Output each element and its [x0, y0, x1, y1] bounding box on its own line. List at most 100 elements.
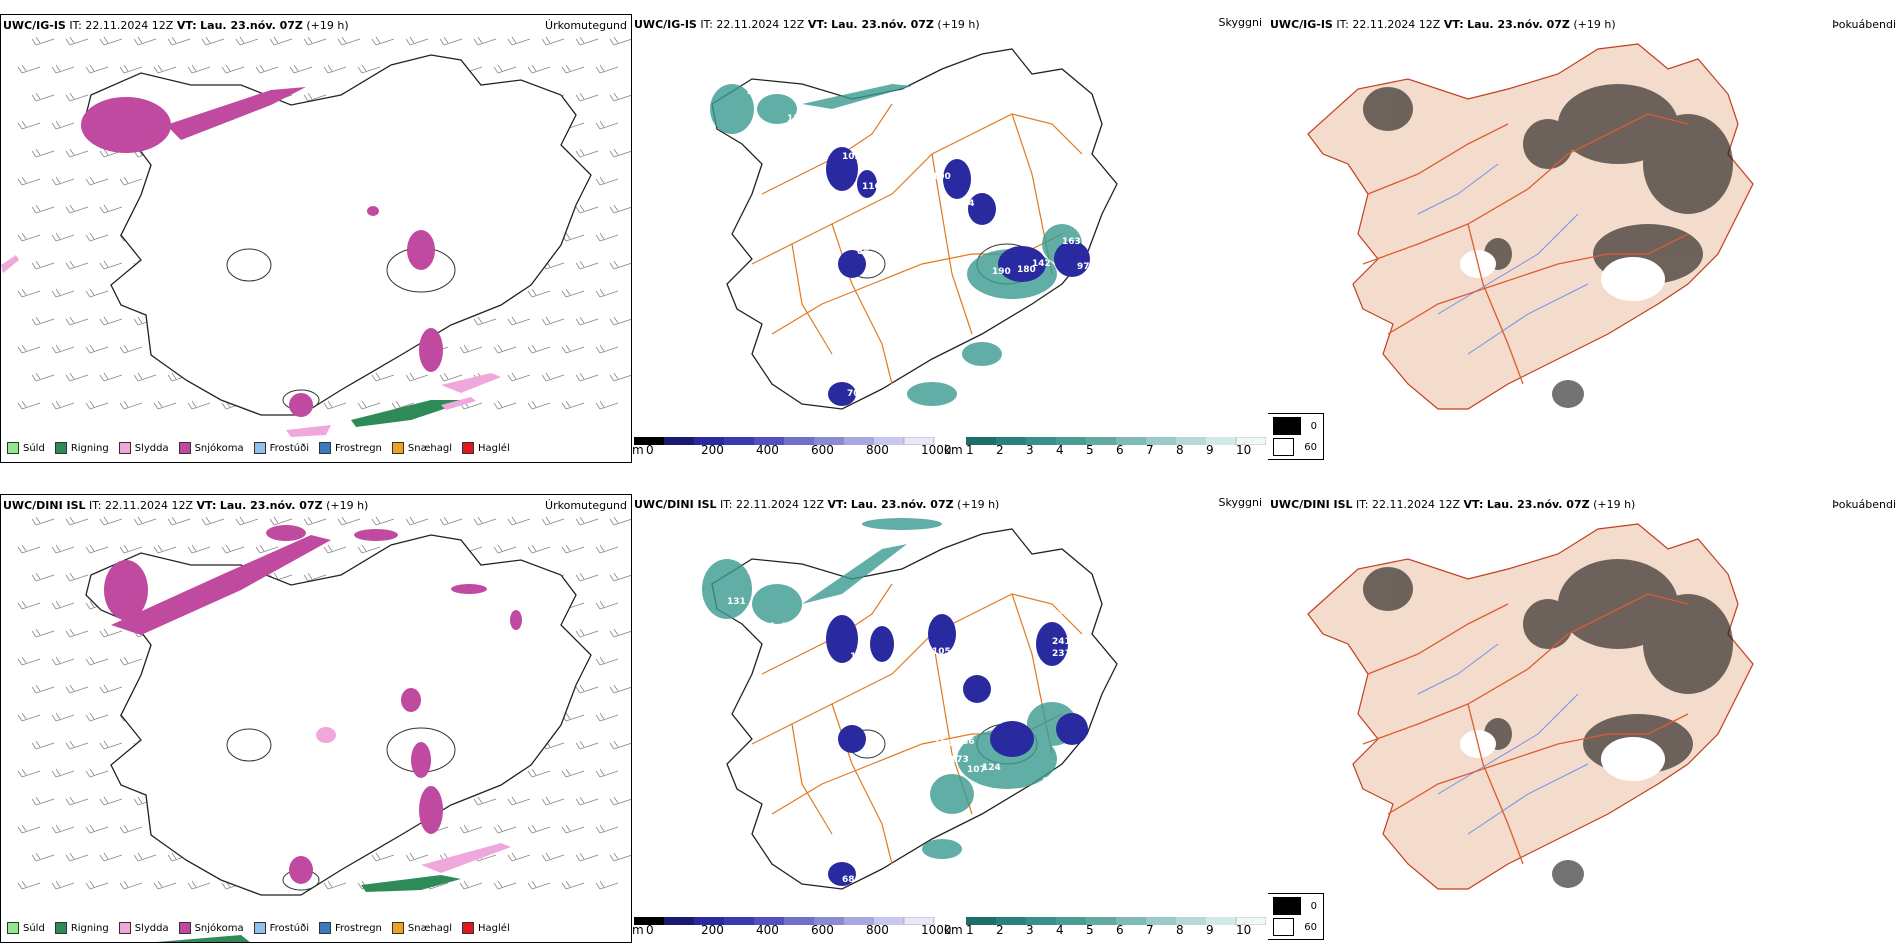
wind-barb [493, 544, 517, 554]
visibility-label: 20 [747, 567, 760, 577]
wind-barb [85, 712, 109, 722]
wind-barb [51, 120, 75, 130]
colorbar-tick-label: 9 [1206, 443, 1214, 457]
wind-barb [133, 36, 157, 46]
wind-barb [303, 92, 327, 102]
wind-barb [31, 372, 55, 382]
colorbar-tick-label: 4 [1056, 443, 1064, 457]
visibility-label: 142 [1032, 259, 1051, 269]
height-unit: m [632, 923, 644, 937]
panel-variable-title: Þokuábendi [1832, 498, 1896, 511]
colorbar-tick-label: 6 [1116, 923, 1124, 937]
low-cloud-areas [826, 147, 1090, 406]
wind-barb [575, 148, 599, 158]
model-name: UWC/DINI ISL [634, 498, 717, 511]
wind-barb [51, 232, 75, 242]
wind-barb [575, 628, 599, 638]
wind-barb [561, 400, 585, 410]
wind-barb [85, 344, 109, 354]
wind-barb [167, 36, 191, 46]
legend-item: Slydda [118, 922, 169, 934]
wind-barb [17, 400, 41, 410]
visibility-label: 97 [1047, 784, 1060, 794]
wind-barb [493, 400, 517, 410]
visibility-label: 173 [950, 755, 969, 765]
wind-barb [201, 36, 225, 46]
wind-barb [31, 684, 55, 694]
fog-legend-label: 60 [1304, 921, 1317, 933]
legend-label: Snæhagl [407, 922, 453, 934]
init-time: 22.11.2024 12Z [736, 498, 825, 511]
visibility-label: 103 [850, 652, 869, 662]
fog-legend: 0 60 [1268, 893, 1324, 940]
wind-barb [507, 316, 531, 326]
init-time: 22.11.2024 12Z [716, 18, 805, 31]
init-time: 22.11.2024 12Z [105, 499, 194, 512]
fog-swatch-dark [1273, 417, 1301, 435]
wind-barb [17, 344, 41, 354]
wind-barb [609, 36, 631, 46]
visibility-label: 107 [967, 765, 986, 775]
colorbar-tick-label: 2 [996, 443, 1004, 457]
wind-barb [405, 852, 429, 862]
wind-barb [17, 768, 41, 778]
visibility-label: 118 [987, 307, 1006, 317]
lead-time: (+19 h) [937, 18, 980, 31]
wind-barb [303, 572, 327, 582]
wind-barb [595, 120, 619, 130]
legend-swatch [391, 442, 404, 454]
legend-swatch [118, 442, 131, 454]
legend-label: Haglél [478, 442, 510, 454]
wind-barb [595, 232, 619, 242]
wind-barb [493, 344, 517, 354]
fog-legend: 0 60 [1268, 413, 1324, 460]
wind-barb [51, 712, 75, 722]
visibility-label: 105 [932, 647, 951, 657]
visibility-label: 231 [1052, 649, 1071, 659]
it-label: IT: [1356, 498, 1369, 511]
visibility-label: 100 [932, 172, 951, 182]
legend-label: Frostúði [269, 442, 309, 454]
wind-barb [51, 768, 75, 778]
wind-barb [357, 544, 381, 554]
wind-barb [609, 148, 631, 158]
panel-variable-title: Þokuábendi [1832, 18, 1896, 31]
valid-time: Lau. 23.nóv. 07Z [200, 19, 303, 32]
visibility-label: 74 [962, 199, 975, 209]
legend-swatch [178, 442, 191, 454]
legend-item: Frostregn [319, 442, 382, 454]
legend-swatch [7, 922, 19, 934]
low-cloud-areas [826, 614, 1088, 886]
wind-barb [609, 372, 631, 382]
km-colorbar-gradient [966, 917, 1266, 925]
wind-barb [575, 372, 599, 382]
wind-barb [527, 344, 551, 354]
wind-barb [473, 516, 497, 526]
wind-barb [609, 204, 631, 214]
wind-barb [507, 852, 531, 862]
wind-barb [561, 64, 585, 74]
valid-time: Lau. 23.nóv. 07Z [1486, 498, 1590, 511]
visibility-label: 97 [1077, 262, 1090, 272]
km-colorbar-gradient [966, 437, 1266, 445]
wind-barb [99, 36, 123, 46]
wind-barb [99, 204, 123, 214]
wind-barb [609, 260, 631, 270]
wind-barb [99, 516, 123, 526]
wind-barb [85, 824, 109, 834]
lead-time: (+19 h) [306, 19, 349, 32]
colorbar-tick-label: 7 [1146, 923, 1154, 937]
wind-barb [507, 372, 531, 382]
it-label: IT: [69, 19, 82, 32]
wind-barb [51, 288, 75, 298]
wind-barb [17, 288, 41, 298]
wind-barb [527, 824, 551, 834]
wind-barb [609, 684, 631, 694]
rivers [1417, 163, 1589, 355]
km-colorbar: km 1 2 3 4 5 6 7 8 9 10 [944, 437, 1266, 463]
precip-type-map-bottom: UWC/DINI ISL IT: 22.11.2024 12Z VT: Lau.… [0, 494, 632, 943]
visibility-label: 137 [787, 114, 806, 124]
visibility-label: 180 [1017, 265, 1036, 275]
it-label: IT: [720, 498, 733, 511]
wind-barb [31, 852, 55, 862]
